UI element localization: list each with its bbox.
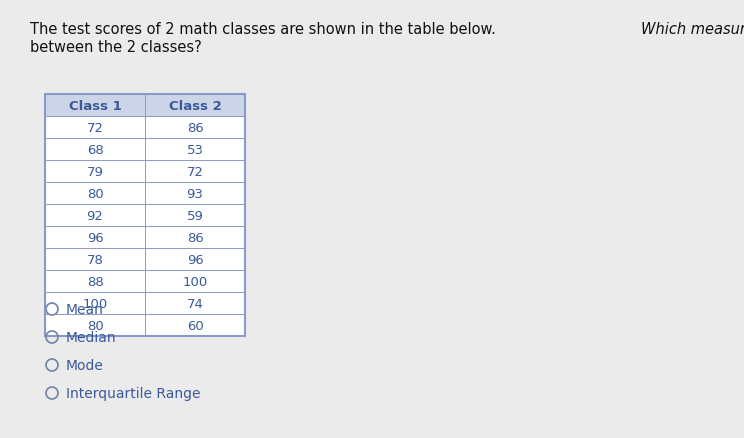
- Text: Median: Median: [66, 330, 117, 344]
- Text: Class 1: Class 1: [68, 99, 121, 112]
- Text: 78: 78: [86, 253, 103, 266]
- Text: 93: 93: [187, 187, 203, 200]
- Bar: [45, 95, 245, 336]
- Text: 100: 100: [83, 297, 108, 310]
- Text: Mean: Mean: [66, 302, 104, 316]
- Bar: [45, 95, 245, 117]
- Text: 80: 80: [86, 319, 103, 332]
- Text: Interquartile Range: Interquartile Range: [66, 386, 200, 400]
- Text: 96: 96: [187, 253, 203, 266]
- Text: 72: 72: [187, 165, 204, 178]
- Text: Mode: Mode: [66, 358, 104, 372]
- Text: 60: 60: [187, 319, 203, 332]
- Text: 79: 79: [86, 165, 103, 178]
- Text: 80: 80: [86, 187, 103, 200]
- Text: 74: 74: [187, 297, 203, 310]
- Text: 68: 68: [86, 143, 103, 156]
- Text: Class 2: Class 2: [169, 99, 222, 112]
- Text: 72: 72: [86, 121, 103, 134]
- Text: 53: 53: [187, 143, 204, 156]
- Text: Which measure has the greatest difference: Which measure has the greatest differenc…: [641, 22, 744, 37]
- Text: 88: 88: [86, 275, 103, 288]
- Text: 86: 86: [187, 231, 203, 244]
- Text: 86: 86: [187, 121, 203, 134]
- Text: 92: 92: [86, 209, 103, 222]
- Text: 59: 59: [187, 209, 203, 222]
- Text: 100: 100: [182, 275, 208, 288]
- Text: The test scores of 2 math classes are shown in the table below.: The test scores of 2 math classes are sh…: [30, 22, 501, 37]
- Bar: [45, 95, 245, 336]
- Text: 96: 96: [86, 231, 103, 244]
- Text: between the 2 classes?: between the 2 classes?: [30, 40, 202, 55]
